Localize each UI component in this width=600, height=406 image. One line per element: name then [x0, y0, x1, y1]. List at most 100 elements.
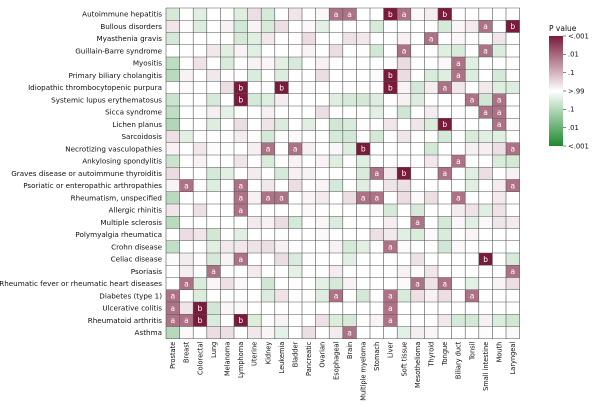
legend-tick-label: <.001	[568, 142, 589, 150]
heatmap-cell	[397, 130, 411, 143]
row-label: Lichen planus	[112, 120, 162, 129]
column-labels: Prostate Breast Colorectal Lung Melanoma Lymp…	[169, 341, 517, 400]
column-label: Tongue	[441, 342, 449, 367]
heatmap-cell	[356, 314, 370, 327]
legend-tick-label: .01	[568, 124, 579, 132]
heatmap-cell	[288, 32, 302, 45]
heatmap-cell	[492, 81, 506, 94]
heatmap-cell	[234, 142, 248, 155]
heatmap-cell	[193, 302, 207, 315]
heatmap-cell	[492, 44, 506, 57]
heatmap-cell	[465, 228, 479, 241]
row-label: Sicca syndrome	[105, 108, 162, 117]
row-label: Autoimmune hepatitis	[82, 10, 162, 19]
heatmap-cell	[302, 302, 316, 315]
heatmap-cell	[261, 130, 275, 143]
significance-mark: a	[388, 292, 393, 301]
heatmap-cell	[193, 265, 207, 278]
heatmap-cell	[288, 81, 302, 94]
heatmap-cell	[315, 277, 330, 290]
heatmap-cell	[302, 167, 316, 180]
heatmap-cell	[492, 32, 506, 45]
heatmap-cell	[274, 314, 289, 327]
heatmap-cell	[193, 118, 207, 131]
heatmap-cell	[166, 302, 180, 315]
heatmap-cell	[506, 93, 520, 106]
heatmap-cell	[356, 277, 370, 290]
heatmap-cell	[274, 57, 289, 70]
heatmap-cells	[166, 8, 520, 339]
heatmap-cell	[315, 106, 330, 119]
heatmap-cell	[492, 118, 506, 131]
heatmap-cell	[424, 32, 438, 45]
significance-mark: b	[510, 22, 515, 31]
heatmap-cell	[206, 81, 221, 94]
heatmap-cell	[356, 289, 370, 302]
heatmap-cell	[506, 302, 520, 315]
heatmap-cell	[179, 277, 194, 290]
heatmap-cell	[478, 167, 493, 180]
heatmap-cell	[424, 240, 438, 253]
heatmap-cell	[383, 106, 398, 119]
heatmap-cell	[220, 216, 234, 229]
heatmap-cell	[410, 277, 425, 290]
column-label: Mesothelioma	[414, 342, 422, 388]
heatmap-cell	[234, 326, 248, 339]
heatmap-cell	[261, 93, 275, 106]
heatmap-cell	[193, 289, 207, 302]
heatmap-cell	[465, 265, 479, 278]
heatmap-cell	[410, 240, 425, 253]
heatmap-cell	[478, 81, 493, 94]
heatmap-cell	[370, 118, 384, 131]
heatmap-cell	[206, 277, 221, 290]
heatmap-cell	[438, 167, 452, 180]
heatmap-cell	[506, 240, 520, 253]
heatmap-cell	[166, 167, 180, 180]
heatmap-cell	[438, 265, 452, 278]
heatmap-cell	[220, 240, 234, 253]
heatmap-cell	[166, 130, 180, 143]
heatmap-cell	[220, 142, 234, 155]
heatmap-cell	[424, 326, 438, 339]
heatmap-cell	[492, 228, 506, 241]
legend-tick-label: .1	[568, 106, 575, 114]
heatmap-cell	[478, 155, 493, 168]
heatmap-cell	[451, 44, 466, 57]
significance-mark: a	[510, 181, 515, 190]
heatmap-cell	[397, 93, 411, 106]
heatmap-cell	[451, 265, 466, 278]
significance-mark: a	[415, 218, 420, 227]
heatmap-cell	[179, 179, 194, 192]
significance-mark: a	[456, 194, 461, 203]
heatmap-cell	[492, 277, 506, 290]
heatmap-cell	[247, 142, 262, 155]
heatmap-cell	[506, 228, 520, 241]
heatmap-cell	[206, 204, 221, 217]
heatmap-cell	[329, 118, 343, 131]
heatmap-cell	[193, 57, 207, 70]
heatmap-cell	[410, 314, 425, 327]
heatmap-cell	[274, 118, 289, 131]
heatmap-cell	[370, 204, 384, 217]
heatmap-cell	[342, 228, 357, 241]
heatmap-cell	[220, 314, 234, 327]
heatmap-cell	[206, 20, 221, 33]
heatmap-cell	[206, 118, 221, 131]
heatmap-cell	[438, 44, 452, 57]
heatmap-cell	[302, 289, 316, 302]
heatmap-cell	[261, 155, 275, 168]
significance-mark: a	[470, 292, 475, 301]
heatmap-cell	[179, 302, 194, 315]
heatmap-cell	[424, 277, 438, 290]
heatmap-cell	[302, 8, 316, 21]
heatmap-cell	[166, 277, 180, 290]
heatmap-cell	[342, 277, 357, 290]
heatmap-cell	[451, 57, 466, 70]
heatmap-cell	[438, 81, 452, 94]
significance-mark: a	[238, 194, 243, 203]
heatmap-cell	[383, 20, 398, 33]
heatmap-cell	[410, 81, 425, 94]
heatmap-cell	[220, 118, 234, 131]
legend: P value <.001 .01 .1 >.99 .1 .01 <.001	[549, 24, 589, 150]
heatmap-cell	[451, 253, 466, 266]
